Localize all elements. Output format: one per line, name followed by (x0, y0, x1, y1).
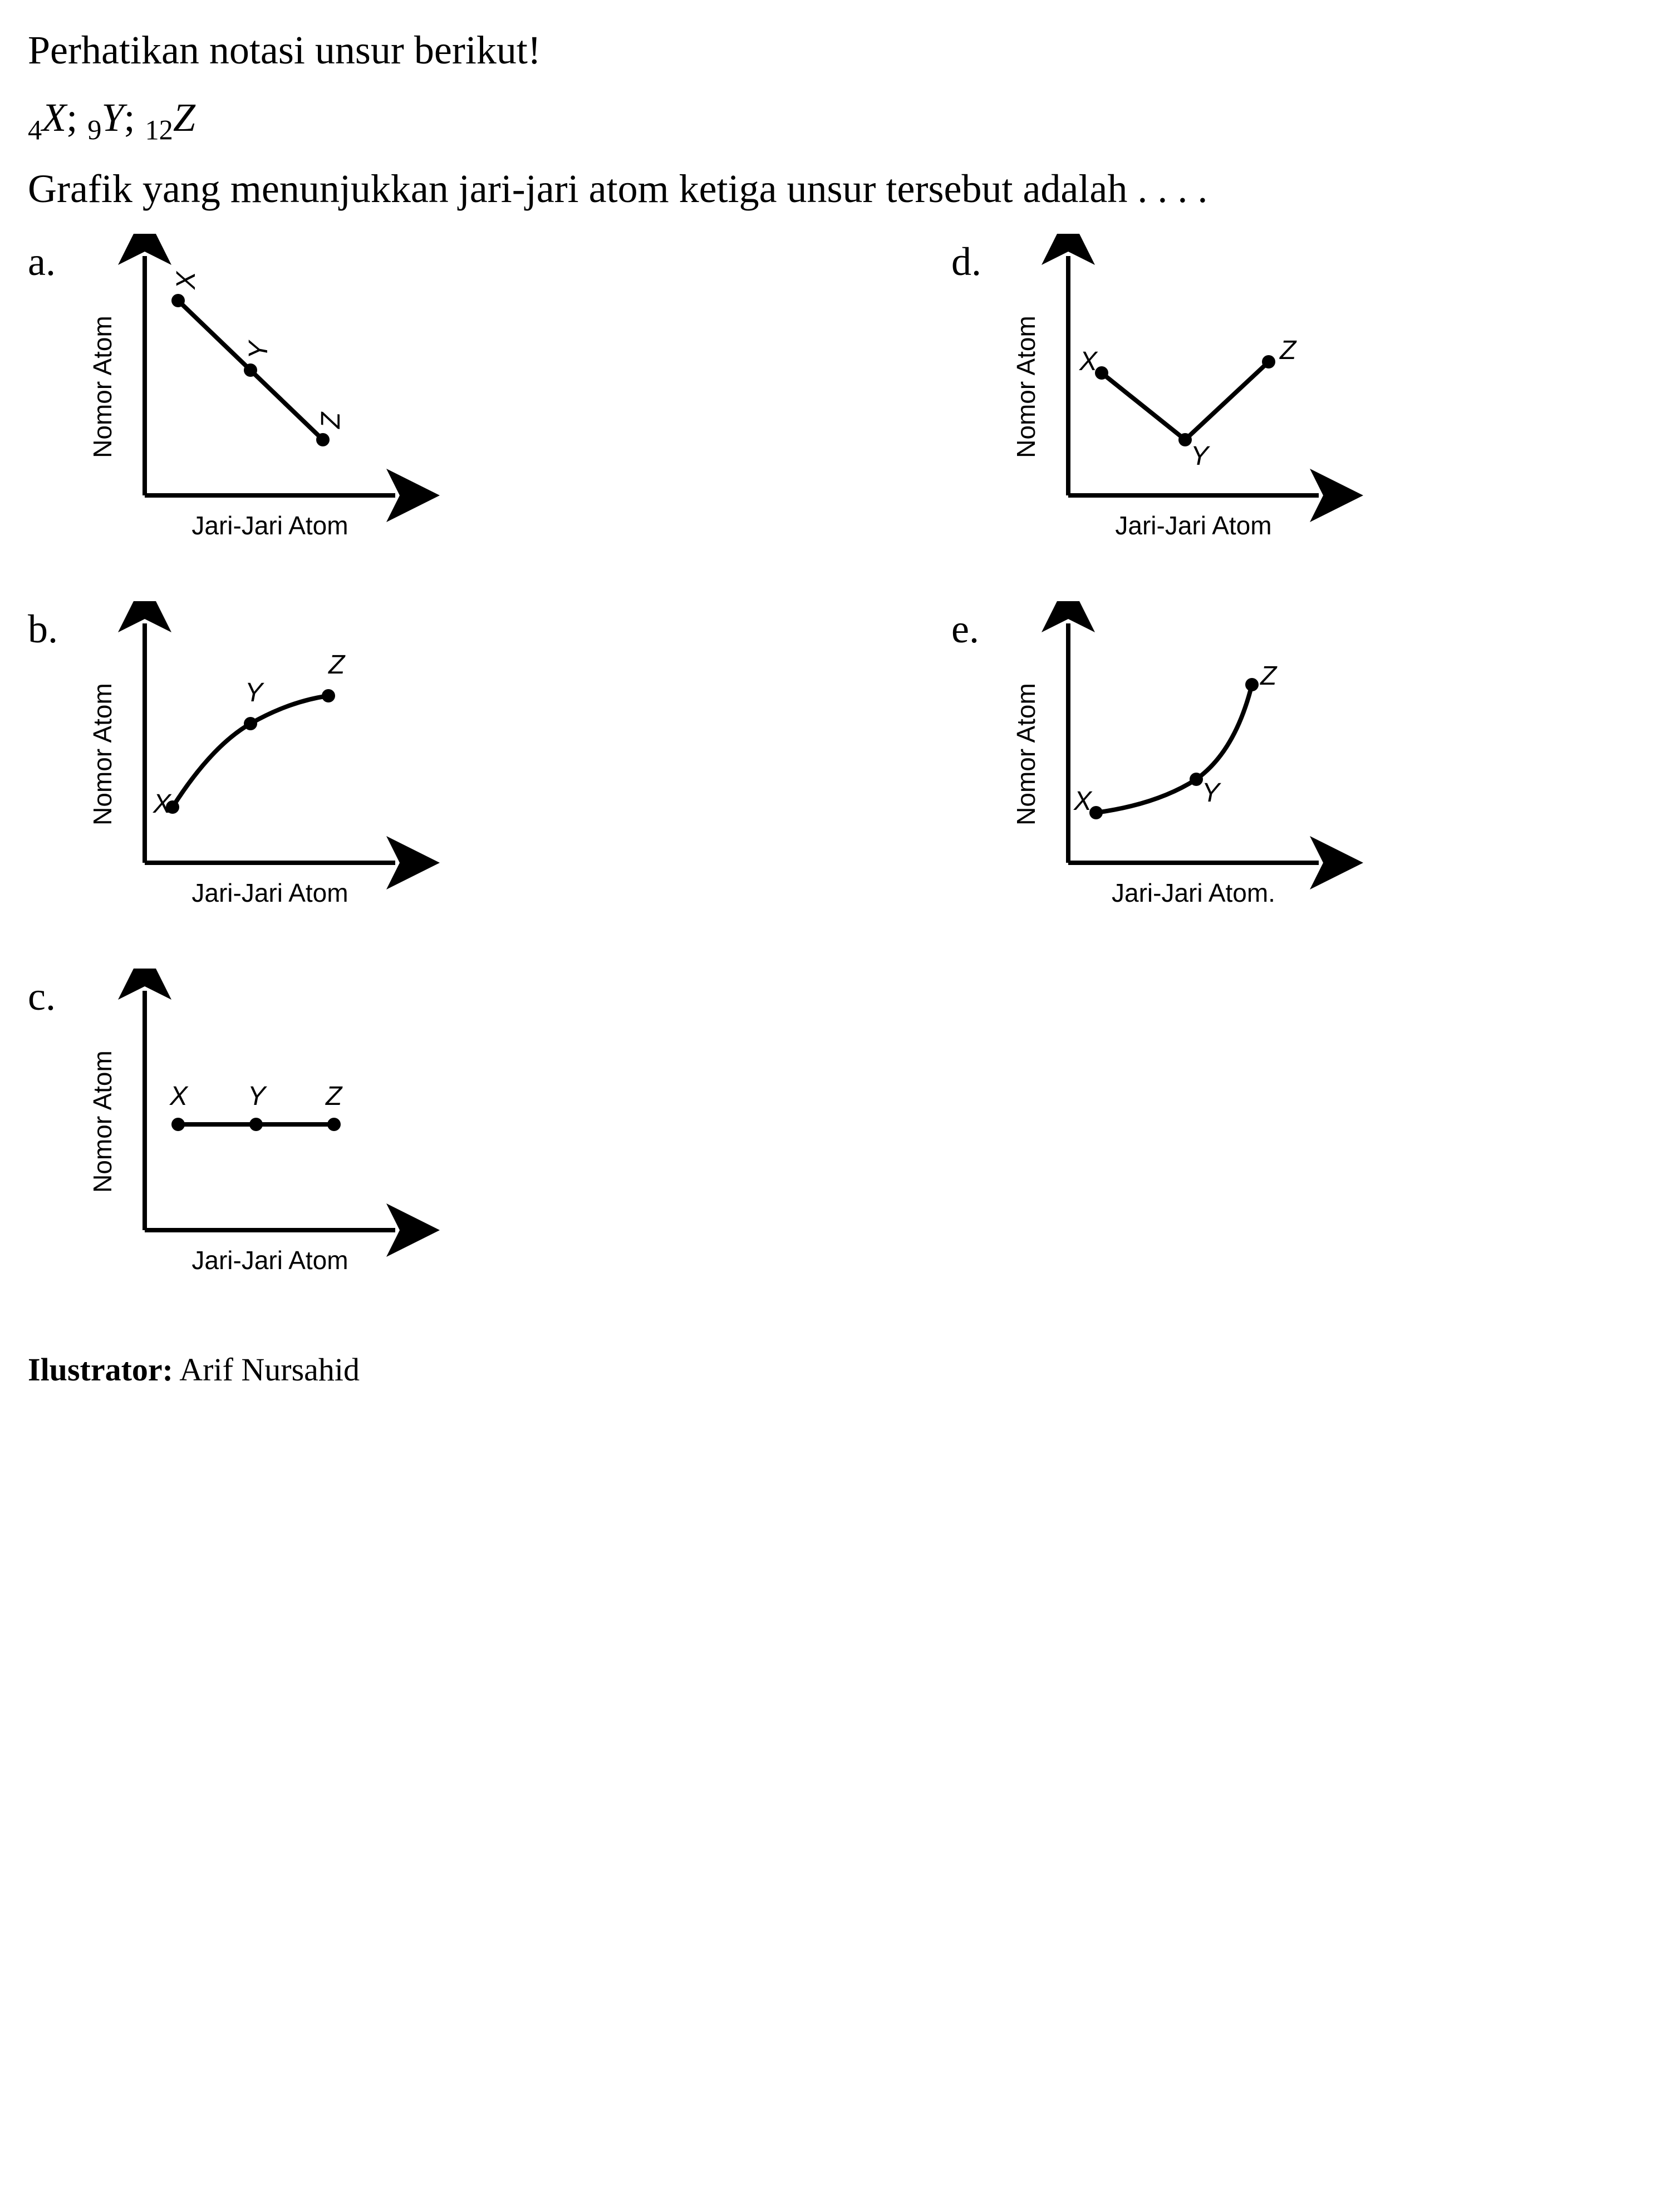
right-column: d. Nomor Atom Jari-Jari Atom X Y Z e. Nomor … (951, 234, 1652, 1336)
svg-text:Nomor Atom: Nomor Atom (88, 316, 117, 458)
chart-d: Nomor Atom Jari-Jari Atom X Y Z (1007, 234, 1397, 579)
svg-text:Z: Z (325, 1082, 343, 1111)
element-notation: 4X; 9Y; 12Z (28, 90, 1652, 150)
sub-x: 4 (28, 114, 42, 145)
option-b-label: b. (28, 601, 83, 657)
svg-text:Z: Z (328, 650, 346, 680)
svg-text:X: X (153, 789, 172, 819)
svg-text:Z: Z (1279, 336, 1297, 365)
svg-text:Y: Y (245, 678, 264, 707)
sym-y: Y (101, 95, 124, 140)
svg-text:X: X (169, 1082, 189, 1111)
option-d: d. Nomor Atom Jari-Jari Atom X Y Z (951, 234, 1652, 579)
left-column: a. Nomor Atom Jari-Jari Atom X Y Z b. Nomor … (28, 234, 729, 1336)
svg-text:Y: Y (1202, 778, 1221, 808)
illustrator-credit: Ilustrator: Arif Nursahid (28, 1347, 1652, 1392)
svg-text:Z: Z (316, 411, 346, 429)
svg-text:Nomor Atom: Nomor Atom (88, 683, 117, 825)
svg-text:Y: Y (244, 340, 273, 359)
option-e: e. Nomor Atom Jari-Jari Atom. X Y Z (951, 601, 1652, 946)
sep1: ; (66, 95, 87, 140)
sub-z: 12 (145, 114, 173, 145)
svg-text:Nomor Atom: Nomor Atom (1011, 683, 1040, 825)
question-line2: Grafik yang menunjukkan jari-jari atom k… (28, 161, 1652, 217)
svg-text:Z: Z (1260, 661, 1278, 691)
illustrator-name: Arif Nursahid (173, 1351, 360, 1388)
option-a: a. Nomor Atom Jari-Jari Atom X Y Z (28, 234, 729, 579)
option-c-label: c. (28, 969, 83, 1025)
option-e-label: e. (951, 601, 1007, 657)
svg-text:Nomor Atom: Nomor Atom (88, 1050, 117, 1193)
svg-text:Jari-Jari Atom: Jari-Jari Atom (191, 878, 348, 907)
svg-text:Nomor Atom: Nomor Atom (1011, 316, 1040, 458)
option-a-label: a. (28, 234, 83, 290)
svg-text:Jari-Jari Atom: Jari-Jari Atom (191, 511, 348, 540)
chart-b: Nomor Atom Jari-Jari Atom X Y Z (83, 601, 473, 946)
svg-text:Y: Y (1191, 441, 1210, 471)
svg-text:X: X (1073, 787, 1093, 816)
chart-c: Nomor Atom Jari-Jari Atom X Y Z (83, 969, 473, 1314)
svg-text:X: X (171, 271, 201, 290)
sym-x: X (42, 95, 66, 140)
sub-y: 9 (87, 114, 101, 145)
question-line1: Perhatikan notasi unsur berikut! (28, 22, 1652, 78)
options-columns: a. Nomor Atom Jari-Jari Atom X Y Z b. Nomor … (28, 234, 1652, 1336)
chart-e: Nomor Atom Jari-Jari Atom. X Y Z (1007, 601, 1397, 946)
option-c: c. Nomor Atom Jari-Jari Atom X Y Z (28, 969, 729, 1314)
svg-text:Jari-Jari Atom: Jari-Jari Atom (191, 1246, 348, 1275)
svg-text:Jari-Jari Atom: Jari-Jari Atom (1115, 511, 1271, 540)
sym-z: Z (173, 95, 195, 140)
svg-text:Jari-Jari Atom.: Jari-Jari Atom. (1112, 878, 1275, 907)
illustrator-label: Ilustrator: (28, 1351, 173, 1388)
option-d-label: d. (951, 234, 1007, 290)
option-b: b. Nomor Atom Jari-Jari Atom X Y Z (28, 601, 729, 946)
sep2: ; (124, 95, 145, 140)
chart-a: Nomor Atom Jari-Jari Atom X Y Z (83, 234, 473, 579)
svg-text:X: X (1079, 347, 1098, 376)
svg-text:Y: Y (248, 1082, 267, 1111)
